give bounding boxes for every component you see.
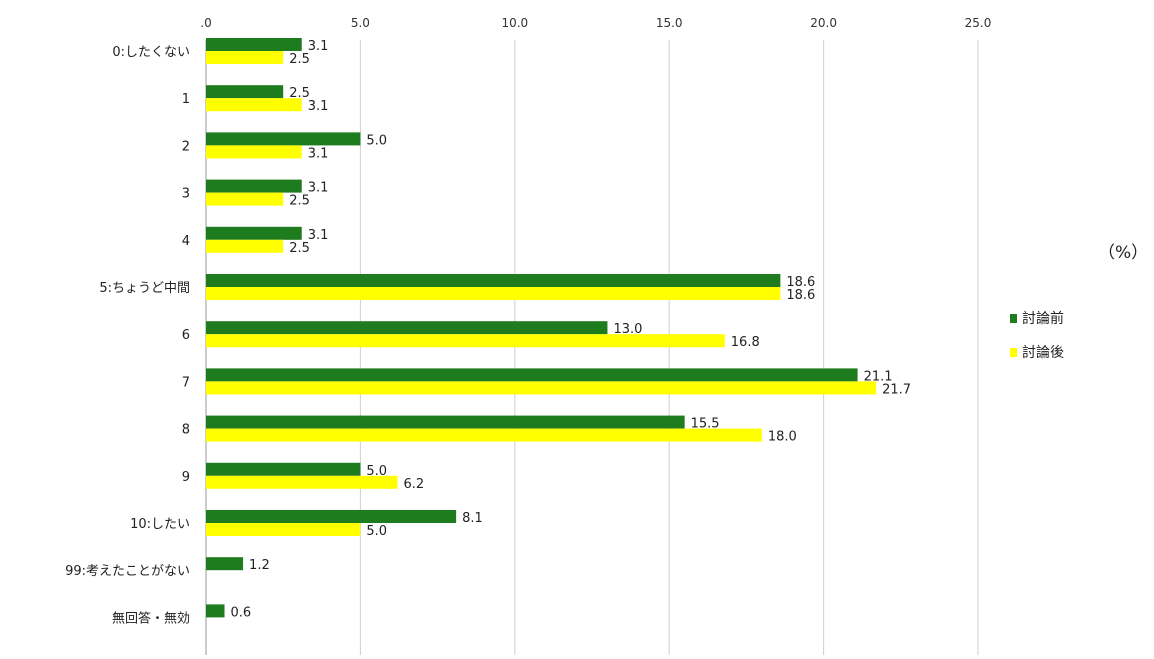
category-label: 5:ちょうど中間 — [99, 281, 190, 296]
bar-before — [206, 274, 781, 287]
bars — [206, 38, 877, 618]
data-label: 3.1 — [308, 39, 329, 54]
data-labels: 3.12.52.53.15.03.13.12.53.12.518.618.613… — [231, 39, 912, 620]
x-axis-tick-labels: .0 5.0 10.0 15.0 20.0 25.0 — [200, 16, 991, 30]
bar-before — [206, 132, 361, 146]
category-label: 3 — [182, 187, 190, 202]
bar-before — [206, 85, 284, 99]
bar-after — [206, 239, 284, 253]
data-label: 1.2 — [249, 558, 270, 573]
category-label: 6 — [182, 328, 190, 343]
gridlines — [205, 40, 979, 655]
legend-swatch — [1010, 314, 1017, 323]
bar-after — [206, 334, 725, 348]
data-label: 2.5 — [289, 52, 310, 67]
bar-before — [206, 38, 302, 51]
bar-before — [206, 415, 685, 429]
data-label: 21.7 — [882, 382, 911, 397]
category-label: 4 — [182, 234, 190, 249]
x-tick-label: 20.0 — [810, 16, 837, 30]
x-tick-label: 5.0 — [351, 16, 370, 30]
legend-label: 討論前 — [1022, 310, 1064, 327]
category-label: 無回答・無効 — [112, 610, 190, 626]
bar-after — [206, 287, 781, 300]
data-label: 2.5 — [289, 241, 310, 256]
bar-before — [206, 321, 608, 335]
data-label: 3.1 — [308, 181, 329, 196]
bar-after — [206, 381, 877, 395]
data-label: 18.6 — [786, 275, 815, 290]
data-label: 2.5 — [289, 194, 310, 209]
unit-label: （%） — [1098, 243, 1148, 263]
data-label: 5.0 — [366, 524, 387, 539]
bar-before — [206, 462, 361, 476]
data-label: 18.6 — [786, 288, 815, 303]
data-label: 0.6 — [231, 605, 252, 620]
bar-before — [206, 368, 858, 382]
category-label: 9 — [182, 470, 190, 485]
data-label: 3.1 — [308, 99, 329, 114]
bar-before — [206, 510, 457, 523]
bar-after — [206, 523, 361, 536]
category-label: 7 — [182, 375, 190, 390]
bar-after — [206, 428, 762, 442]
data-label: 21.1 — [864, 369, 893, 384]
data-label: 3.1 — [308, 146, 329, 161]
bar-after — [206, 145, 302, 159]
data-label: 2.5 — [289, 86, 310, 101]
data-label: 13.0 — [613, 322, 642, 337]
category-label: 99:考えたことがない — [65, 564, 190, 579]
category-label: 10:したい — [130, 517, 190, 532]
bar-before — [206, 604, 225, 618]
bar-after — [206, 51, 284, 64]
category-label: 2 — [182, 139, 190, 154]
category-label: 0:したくない — [112, 45, 190, 60]
x-tick-label: 10.0 — [501, 16, 528, 30]
x-tick-label: .0 — [200, 16, 211, 30]
bar-after — [206, 98, 302, 112]
data-label: 3.1 — [308, 228, 329, 243]
legend-swatch — [1010, 348, 1017, 357]
legend-label: 討論後 — [1022, 345, 1064, 361]
bar-before — [206, 557, 244, 571]
category-label: 8 — [182, 423, 190, 438]
bar-before — [206, 179, 302, 193]
category-labels: 0:したくない 1 2 3 4 5:ちょうど中間 6 7 8 9 10:したい 99:考えたことがない… — [65, 45, 190, 626]
category-label: 1 — [182, 92, 190, 107]
data-label: 5.0 — [366, 133, 387, 148]
x-tick-label: 25.0 — [965, 16, 992, 30]
data-label: 6.2 — [403, 477, 424, 492]
bar-after — [206, 475, 398, 489]
data-label: 18.0 — [768, 430, 797, 445]
bar-after — [206, 192, 284, 206]
bar-before — [206, 226, 302, 240]
x-tick-label: 15.0 — [656, 16, 683, 30]
data-label: 5.0 — [366, 464, 387, 479]
data-label: 8.1 — [462, 511, 483, 526]
data-label: 16.8 — [731, 335, 760, 350]
data-label: 15.5 — [691, 417, 720, 432]
